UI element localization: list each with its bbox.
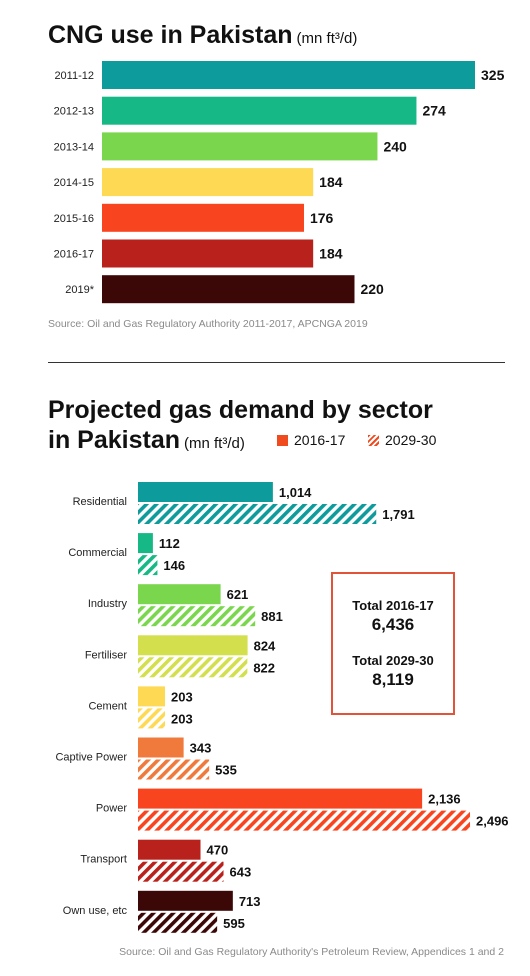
cng-bar-chart: 2011-12 325 2012-13 274 2013-14 240 2014-15 184… (54, 61, 505, 304)
total-2029-30-label: Total 2029-30 (352, 653, 434, 668)
cng-category-label: 2015-16 (54, 213, 94, 225)
demand-value-label: 2,136 (428, 792, 461, 807)
cng-category-label: 2013-14 (54, 141, 94, 153)
demand-source: Source: Oil and Gas Regulatory Authority… (119, 946, 504, 958)
demand-bar-2029-30 (138, 504, 377, 524)
demand-value-label: 343 (190, 741, 212, 756)
cng-value-label: 184 (319, 246, 343, 262)
cng-source: Source: Oil and Gas Regulatory Authority… (48, 318, 368, 330)
demand-bar-2029-30 (138, 657, 248, 678)
demand-bar-2016-17 (138, 584, 221, 605)
cng-value-label: 220 (360, 281, 384, 297)
total-2016-17-label: Total 2016-17 (352, 598, 434, 613)
demand-bar-2029-30 (138, 759, 210, 780)
demand-bar-2029-30 (138, 708, 166, 729)
demand-bar-2029-30 (138, 810, 470, 831)
demand-category-label: Industry (88, 598, 128, 610)
demand-value-label: 470 (207, 843, 229, 858)
demand-value-label: 881 (261, 609, 283, 624)
demand-category-label: Transport (80, 854, 127, 866)
demand-category-label: Own use, etc (63, 905, 128, 917)
total-2016-17-value: 6,436 (371, 615, 415, 634)
demand-chart-title-line1: Projected gas demand by sector (48, 396, 433, 424)
cng-bar (102, 168, 314, 197)
demand-bar-2016-17 (138, 788, 423, 809)
cng-value-label: 176 (310, 210, 334, 226)
demand-value-label: 643 (230, 865, 252, 880)
demand-value-label: 1,791 (382, 507, 415, 522)
section-divider (48, 362, 505, 363)
cng-value-label: 274 (422, 103, 446, 119)
demand-value-label: 595 (223, 916, 245, 931)
demand-category-label: Fertiliser (85, 649, 128, 661)
demand-bar-2016-17 (138, 686, 166, 707)
demand-bar-2016-17 (138, 890, 233, 911)
demand-chart-title-line2: in Pakistan (mn ft³/d) (48, 425, 245, 459)
cng-value-label: 325 (481, 67, 505, 83)
legend-item-2016-17: 2016-17 (277, 432, 345, 448)
demand-category-label: Cement (88, 700, 127, 712)
cng-bar (102, 61, 475, 89)
demand-value-label: 713 (239, 894, 261, 909)
demand-value-label: 535 (215, 763, 237, 778)
demand-category-label: Captive Power (55, 752, 127, 764)
cng-bar (102, 203, 304, 232)
cng-bar (102, 275, 355, 304)
demand-category-label: Residential (73, 496, 127, 508)
demand-value-label: 146 (163, 558, 185, 573)
cng-bar (102, 239, 314, 268)
total-2029-30-value: 8,119 (372, 670, 414, 689)
demand-category-label: Commercial (68, 547, 127, 559)
demand-bar-2029-30 (138, 555, 158, 576)
cng-value-label: 240 (383, 138, 407, 154)
demand-value-label: 621 (227, 587, 249, 602)
demand-bar-2016-17 (138, 737, 184, 758)
legend-item-2029-30: 2029-30 (368, 432, 436, 448)
demand-value-label: 822 (253, 660, 275, 675)
cng-category-label: 2011-12 (54, 70, 94, 82)
legend-hatched-swatch (368, 434, 379, 446)
cng-chart-title: CNG use in Pakistan (mn ft³/d) (48, 20, 357, 54)
legend-label-2016-17: 2016-17 (294, 432, 346, 448)
demand-value-label: 112 (159, 536, 180, 551)
demand-bar-2016-17 (138, 839, 201, 860)
demand-category-label: Power (96, 803, 128, 815)
legend-solid-swatch (277, 434, 288, 446)
cng-bar (102, 96, 417, 125)
demand-unit: (mn ft³/d) (184, 435, 245, 452)
cng-category-label: 2014-15 (54, 177, 94, 189)
demand-value-label: 203 (171, 711, 193, 726)
cng-category-label: 2012-13 (54, 106, 94, 118)
cng-category-label: 2016-17 (54, 249, 94, 261)
demand-value-label: 203 (171, 689, 193, 704)
demand-value-label: 824 (254, 638, 276, 653)
cng-unit: (mn ft³/d) (296, 30, 358, 47)
cng-bar (102, 132, 378, 161)
cng-value-label: 184 (319, 174, 343, 190)
demand-title-line2-text: in Pakistan (48, 426, 180, 454)
demand-bar-2029-30 (138, 912, 218, 933)
demand-bar-chart: Residential 1,014 1,791 Commercial 112 146 Ind… (55, 482, 509, 933)
legend-label-2029-30: 2029-30 (385, 432, 437, 448)
demand-bar-2029-30 (138, 861, 224, 882)
cng-category-label: 2019* (65, 284, 94, 296)
demand-bar-2016-17 (138, 533, 153, 554)
totals-box: Total 2016-17 6,436 Total 2029-30 8,119 (331, 572, 455, 715)
demand-bar-2029-30 (138, 606, 256, 627)
demand-bar-2016-17 (138, 635, 248, 656)
cng-title-text: CNG use in Pakistan (48, 21, 293, 49)
demand-bar-2016-17 (138, 482, 273, 502)
demand-value-label: 2,496 (476, 814, 509, 829)
demand-value-label: 1,014 (279, 485, 312, 500)
